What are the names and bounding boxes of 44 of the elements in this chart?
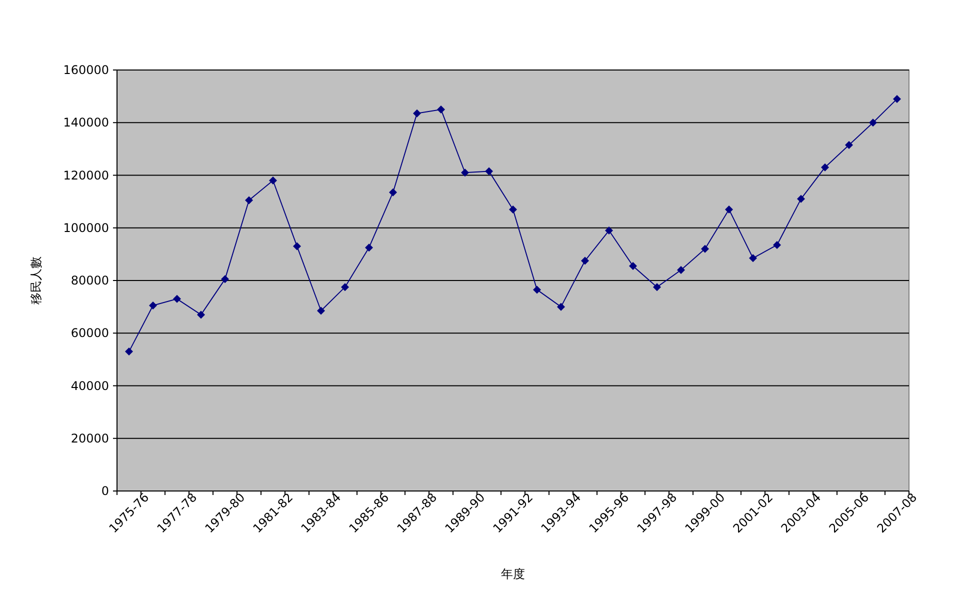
y-tick-label: 160000	[63, 63, 109, 77]
point	[629, 262, 637, 270]
point	[125, 348, 133, 356]
point	[581, 256, 589, 265]
y-tick-label: 80000	[70, 274, 109, 288]
point	[197, 310, 205, 319]
point	[245, 196, 253, 204]
point	[221, 275, 229, 284]
point	[173, 294, 181, 303]
point	[461, 168, 469, 177]
y-tick-label: 40000	[70, 378, 109, 393]
point	[821, 163, 829, 172]
point	[533, 286, 541, 294]
point	[797, 194, 805, 203]
point	[341, 283, 349, 292]
point	[653, 283, 661, 292]
point	[437, 105, 445, 114]
y-tick-label: 60000	[70, 326, 109, 340]
point	[557, 302, 565, 311]
point	[701, 244, 709, 253]
point	[509, 205, 517, 214]
y-tick-label: 0	[101, 484, 109, 498]
y-tick-label: 140000	[63, 116, 109, 130]
x-axis-title: 年度	[501, 567, 525, 581]
point	[773, 240, 781, 249]
point	[293, 242, 301, 250]
point	[677, 266, 685, 274]
point	[365, 244, 373, 252]
point	[149, 301, 157, 310]
point	[269, 176, 277, 185]
y-axis-title: 移民人數	[29, 256, 43, 304]
point	[317, 306, 325, 315]
point	[725, 205, 733, 214]
point	[845, 140, 853, 149]
point	[389, 188, 397, 196]
point	[413, 109, 421, 118]
y-tick-label: 120000	[63, 168, 109, 182]
point	[893, 94, 901, 103]
point	[869, 118, 877, 127]
y-tick-label: 100000	[63, 220, 109, 235]
point	[605, 226, 613, 235]
point	[485, 167, 493, 176]
y-tick-label: 20000	[70, 431, 109, 446]
point	[749, 254, 757, 262]
